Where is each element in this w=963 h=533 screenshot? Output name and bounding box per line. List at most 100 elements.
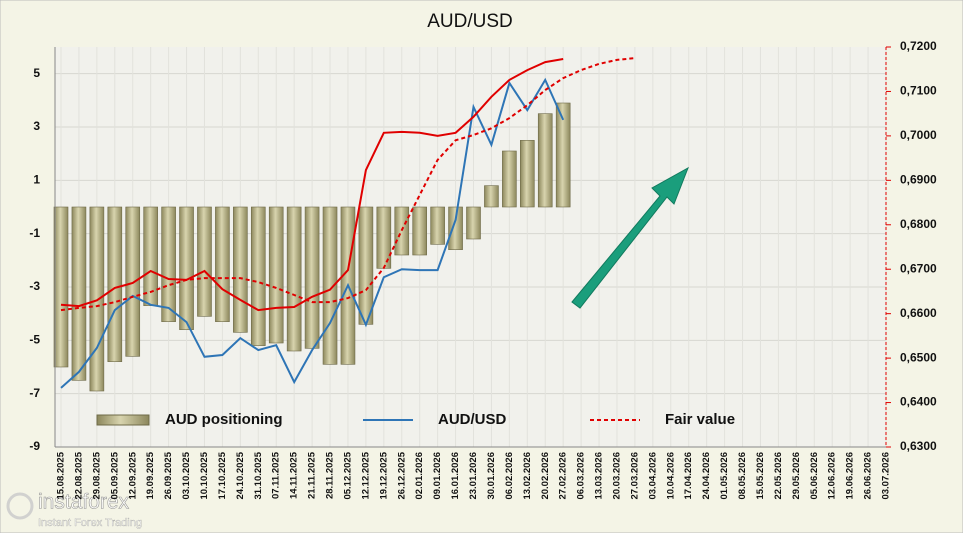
y-tick-label: 1 — [33, 173, 40, 187]
x-tick-label: 31.10.2025 — [253, 451, 264, 499]
x-tick-label: 26.09.2025 — [163, 451, 174, 499]
x-tick-label: 05.06.2026 — [809, 452, 820, 500]
watermark: instaforex Instant Forex Trading — [6, 490, 142, 529]
x-tick-label: 24.04.2026 — [701, 452, 712, 500]
x-tick-label: 23.01.2026 — [468, 452, 479, 500]
x-tick-label: 10.10.2025 — [199, 451, 210, 499]
x-tick-label: 26.06.2026 — [863, 452, 874, 500]
x-tick-label: 13.03.2026 — [594, 452, 605, 500]
legend: AUD positioning AUD/USD Fair value — [96, 411, 735, 428]
bar — [304, 206, 320, 349]
bar — [358, 206, 374, 325]
bar — [412, 206, 427, 256]
x-tick-label: 29.05.2026 — [791, 452, 802, 500]
bar — [250, 206, 266, 346]
y2-tick-label: 0,6800 — [900, 217, 937, 231]
bar — [466, 206, 481, 240]
y2-tick-label: 0,6900 — [900, 173, 937, 187]
bar — [555, 102, 571, 208]
x-tick-label: 15.08.2025 — [56, 451, 67, 499]
x-tick-label: 16.01.2026 — [450, 452, 461, 500]
bar — [233, 206, 248, 333]
x-tick-label: 07.11.2025 — [271, 451, 282, 499]
bar — [430, 206, 445, 245]
x-tick-label: 22.05.2026 — [773, 452, 784, 500]
x-tick-label: 12.09.2025 — [127, 451, 138, 499]
y2-tick-label: 0,6400 — [900, 395, 937, 409]
bar — [215, 206, 230, 322]
x-tick-label: 17.10.2025 — [217, 451, 228, 499]
bar — [179, 206, 194, 330]
x-tick-label: 08.05.2026 — [737, 452, 748, 500]
x-tick-label: 03.07.2026 — [881, 452, 892, 500]
arrow — [571, 166, 689, 309]
bar — [537, 113, 553, 208]
bar — [197, 206, 212, 317]
x-tick-label: 01.05.2026 — [719, 452, 730, 500]
bar — [520, 140, 535, 208]
y-tick-label: -9 — [29, 439, 40, 453]
bar — [268, 206, 284, 344]
x-tick-label: 15.05.2026 — [755, 452, 766, 500]
bar — [107, 206, 123, 362]
x-tick-label: 13.02.2026 — [522, 452, 533, 500]
logo — [6, 492, 34, 520]
x-tick-label: 24.10.2025 — [235, 451, 246, 499]
x-tick-label: 26.12.2025 — [396, 451, 407, 499]
legend-label: AUD positioning — [165, 411, 282, 428]
y2-tick-label: 0,7200 — [900, 39, 937, 53]
x-tick-label: 28.11.2025 — [325, 451, 336, 499]
tagline: Instant Forex Trading — [38, 517, 142, 529]
chart-title: AUD/USD — [427, 11, 513, 32]
y2-tick-label: 0,6300 — [900, 439, 937, 453]
y2-tick-label: 0,7100 — [900, 84, 937, 98]
x-tick-label: 06.03.2026 — [576, 452, 587, 500]
y-tick-label: -1 — [29, 226, 40, 240]
bar — [484, 185, 499, 208]
bar — [394, 206, 410, 256]
bar — [161, 206, 176, 322]
x-tick-label: 29.08.2025 — [91, 451, 102, 499]
x-tick-label: 10.04.2026 — [665, 452, 676, 500]
x-tick-label: 09.01.2026 — [432, 452, 443, 500]
brand: instaforex — [38, 491, 130, 514]
y2-tick-label: 0,7000 — [900, 128, 937, 142]
x-tick-label: 19.06.2026 — [845, 452, 856, 500]
x-tick-label: 03.04.2026 — [647, 452, 658, 500]
x-tick-label: 12.06.2026 — [827, 452, 838, 500]
x-tick-label: 20.02.2026 — [540, 452, 551, 500]
legend-label: Fair value — [665, 411, 735, 428]
x-tick-label: 20.03.2026 — [611, 452, 622, 500]
x-tick-label: 06.02.2026 — [504, 452, 515, 500]
y-tick-label: 3 — [33, 119, 40, 133]
x-tick-label: 30.01.2026 — [486, 452, 497, 500]
marks — [53, 57, 636, 392]
bar — [71, 206, 87, 381]
x-tick-label: 05.12.2025 — [342, 451, 353, 499]
y-tick-label: 5 — [33, 66, 40, 80]
y2-tick-label: 0,6500 — [900, 350, 937, 364]
x-tick-label: 22.08.2025 — [73, 451, 84, 499]
y-tick-label: -5 — [29, 333, 40, 347]
x-tick-label: 12.12.2025 — [360, 451, 371, 499]
x-tick-label: 27.02.2026 — [558, 452, 569, 500]
x-tick-label: 05.09.2025 — [109, 451, 120, 499]
line — [60, 77, 565, 389]
bar — [448, 206, 463, 250]
legend-label: AUD/USD — [438, 411, 507, 428]
y2-tick-label: 0,6600 — [900, 306, 937, 320]
line — [60, 57, 636, 312]
bar — [53, 206, 69, 368]
line — [60, 58, 564, 312]
bar — [89, 206, 105, 392]
bar — [322, 206, 338, 365]
y2-tick-label: 0,6700 — [900, 261, 937, 275]
x-tick-label: 27.03.2026 — [629, 452, 640, 500]
x-tick-label: 17.04.2026 — [683, 452, 694, 500]
x-tick-label: 14.11.2025 — [289, 451, 300, 499]
bar — [502, 150, 517, 208]
x-tick-label: 03.10.2025 — [181, 451, 192, 499]
bar — [125, 206, 141, 357]
